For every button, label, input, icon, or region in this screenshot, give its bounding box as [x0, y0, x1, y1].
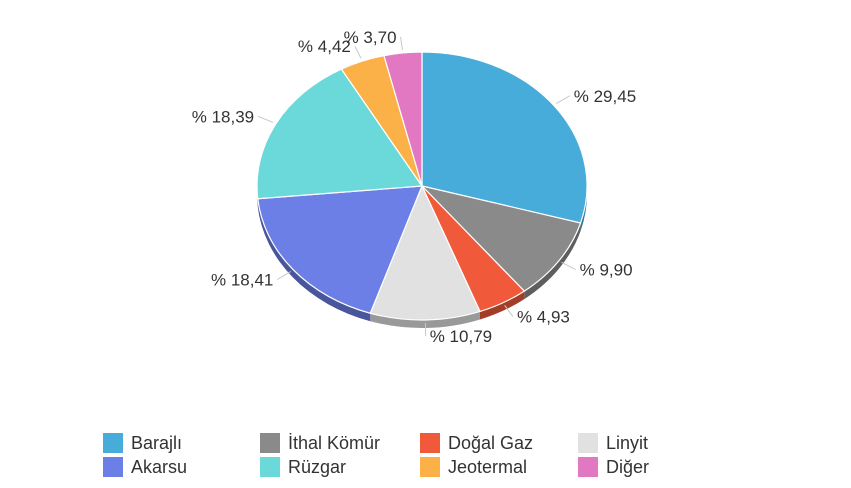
leader-line-ithal-komur — [561, 261, 576, 271]
leader-line-barajli — [555, 95, 571, 105]
slice-label-akarsu: % 18,41 — [211, 271, 273, 290]
slice-side-linyit — [370, 311, 480, 328]
slice-ruzgar — [256, 68, 424, 200]
leader-line-dogal-gaz — [504, 304, 514, 317]
leader-line-jeotermal — [354, 45, 362, 59]
slice-labels: % 29,45 % 9,90 % 4,93 % 10,79 % 18,41 % 18,39… — [192, 28, 636, 346]
slice-label-diger: % 3,70 — [344, 28, 397, 47]
slice-label-ithal-komur: % 9,90 — [580, 261, 633, 280]
slice-label-jeotermal: % 4,42 — [298, 37, 351, 56]
slice-barajli — [421, 51, 588, 224]
slice-label-barajli: % 29,45 — [574, 87, 636, 106]
slice-side-ithal-komur — [524, 223, 581, 300]
slice-diger — [383, 51, 423, 187]
slice-label-linyit: % 10,79 — [430, 327, 492, 346]
leader-line-diger — [400, 36, 404, 51]
slice-label-ruzgar: % 18,39 — [192, 107, 254, 126]
slice-side-akarsu — [257, 198, 371, 322]
pie-slices — [256, 51, 588, 321]
slice-linyit — [369, 184, 481, 321]
leader-line-ruzgar — [257, 115, 274, 123]
slice-label-dogal-gaz: % 4,93 — [517, 308, 570, 327]
slice-ithal-komur — [420, 184, 582, 292]
leader-line-akarsu — [277, 271, 291, 280]
slice-akarsu — [257, 185, 423, 314]
